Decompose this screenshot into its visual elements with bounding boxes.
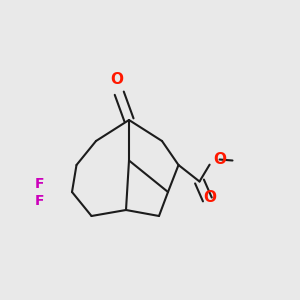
- Text: O: O: [203, 190, 217, 206]
- Text: F: F: [35, 194, 44, 208]
- Text: F: F: [35, 177, 44, 190]
- Text: O: O: [213, 152, 226, 166]
- Text: O: O: [110, 72, 124, 87]
